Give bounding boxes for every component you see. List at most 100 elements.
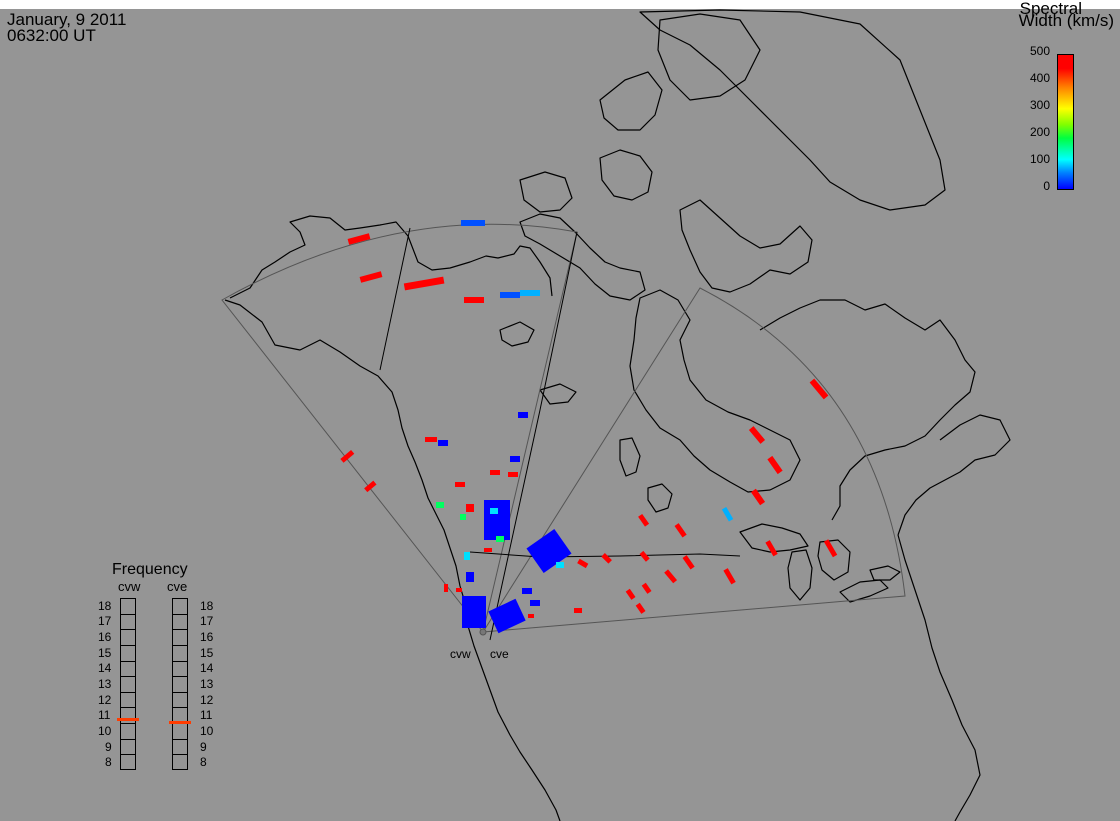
radar-fov-outlines (221, 223, 906, 634)
frequency-radar-label-cve: cve (167, 579, 188, 594)
frequency-tick-right: 15 (200, 645, 214, 660)
coastlines (224, 9, 1011, 821)
colorbar-title-line2: Width (km/s) (1018, 11, 1114, 30)
radar-site-label-cvw: cvw (450, 647, 471, 661)
echo-red (364, 480, 377, 493)
arctic-islands-5 (657, 13, 761, 101)
echo-red (682, 555, 695, 570)
frequency-tick-left: 9 (105, 739, 112, 754)
baffin-island (679, 199, 813, 293)
echo-blue (530, 600, 540, 606)
greenland (639, 9, 946, 211)
fov-cvw (221, 223, 578, 634)
lake-michigan (787, 549, 813, 601)
maritimes (897, 414, 1011, 536)
colorbar-tick: 400 (1029, 71, 1050, 85)
echo-red (638, 513, 650, 527)
echo-blue (488, 598, 526, 634)
colorbar-tick: 200 (1029, 125, 1050, 139)
colorbar-title-line1: Spectral (1019, 0, 1082, 18)
frequency-tick-left: 18 (98, 598, 112, 613)
echo-red (635, 602, 646, 614)
frequency-marker-cvw (117, 717, 139, 721)
echo-blue (518, 412, 528, 418)
frequency-gauge-divider (172, 754, 188, 756)
arctic-islands-2 (599, 149, 653, 201)
echo-red (723, 568, 736, 585)
echo-red (359, 271, 383, 283)
timestamp-time: 0632:00 UT (7, 26, 96, 45)
colorbar-gradient (1057, 54, 1074, 190)
echo-blue (462, 596, 486, 628)
frequency-tick-left: 14 (98, 661, 112, 676)
echo-red (425, 437, 437, 442)
frequency-tick-left: 11 (98, 708, 111, 723)
echo-red (641, 582, 652, 594)
echo-blue (510, 456, 520, 462)
colorbar-tick: 0 (1043, 179, 1050, 193)
frequency-tick-right: 17 (200, 614, 214, 629)
lake-superior (739, 523, 809, 553)
radar-site-label-cve: cve (490, 647, 509, 661)
frequency-gauge-divider (120, 707, 136, 709)
frequency-title: Frequency (112, 561, 188, 578)
frequency-tick-right: 11 (200, 708, 213, 723)
echo-red (823, 539, 838, 558)
frequency-gauge-cve (169, 598, 191, 770)
echo-red (484, 548, 492, 552)
echo-red (574, 608, 582, 613)
frequency-tick-right: 10 (200, 723, 214, 738)
echo-red (601, 553, 612, 564)
frequency-tick-left: 13 (98, 677, 112, 691)
echo-red (456, 588, 462, 592)
frequency-tick-right: 12 (200, 692, 214, 707)
frequency-gauge-divider (120, 738, 136, 740)
lake-huron (817, 539, 851, 581)
echo-red (455, 482, 465, 487)
echo-cyan (490, 508, 498, 514)
echo-red (767, 455, 783, 475)
echo-blue (461, 220, 485, 226)
echo-red (490, 470, 500, 475)
frequency-gauge-divider (120, 754, 136, 756)
frequency-tick-right: 9 (200, 739, 207, 754)
echo-blue (484, 500, 510, 540)
echo-blue (438, 440, 448, 446)
frequency-gauge-divider (120, 613, 136, 615)
frequency-tick-right: 13 (200, 677, 214, 691)
echo-lightblue (520, 290, 540, 296)
frequency-marker-cve (169, 721, 191, 725)
frequency-gauge-divider (172, 676, 188, 678)
frequency-tick-left: 15 (98, 645, 112, 660)
echo-green (460, 514, 466, 520)
great-bear-lake (499, 321, 535, 347)
echo-blue (526, 528, 572, 574)
echo-red (765, 540, 778, 557)
colorbar-tick: 500 (1029, 44, 1050, 58)
echo-red (664, 569, 678, 584)
echo-cyan (556, 562, 564, 568)
canada-us-border (469, 551, 741, 558)
lake-ontario (869, 565, 901, 581)
frequency-tick-right: 16 (200, 630, 214, 645)
frequency-tick-right: 14 (200, 661, 214, 676)
fov-cve (482, 287, 906, 633)
us-east-coast (897, 534, 981, 821)
frequency-gauge-cvw (117, 598, 139, 770)
arctic-islands-4 (599, 71, 663, 131)
frequency-tick-right: 18 (200, 598, 214, 613)
frequency-gauge-divider (120, 676, 136, 678)
echo-red (464, 297, 484, 303)
colorbar-tick: 100 (1029, 152, 1050, 166)
frequency-gauge-divider (172, 660, 188, 662)
echo-green (436, 502, 444, 508)
echo-green (496, 536, 504, 542)
radar-site-marker (479, 628, 487, 636)
frequency-gauge-divider (172, 629, 188, 631)
frequency-gauge-divider (172, 613, 188, 615)
frequency-gauge-divider (172, 738, 188, 740)
echo-cyan (464, 552, 470, 560)
radar-beam-boundary (489, 231, 578, 641)
frequency-gauge-divider (120, 723, 136, 725)
